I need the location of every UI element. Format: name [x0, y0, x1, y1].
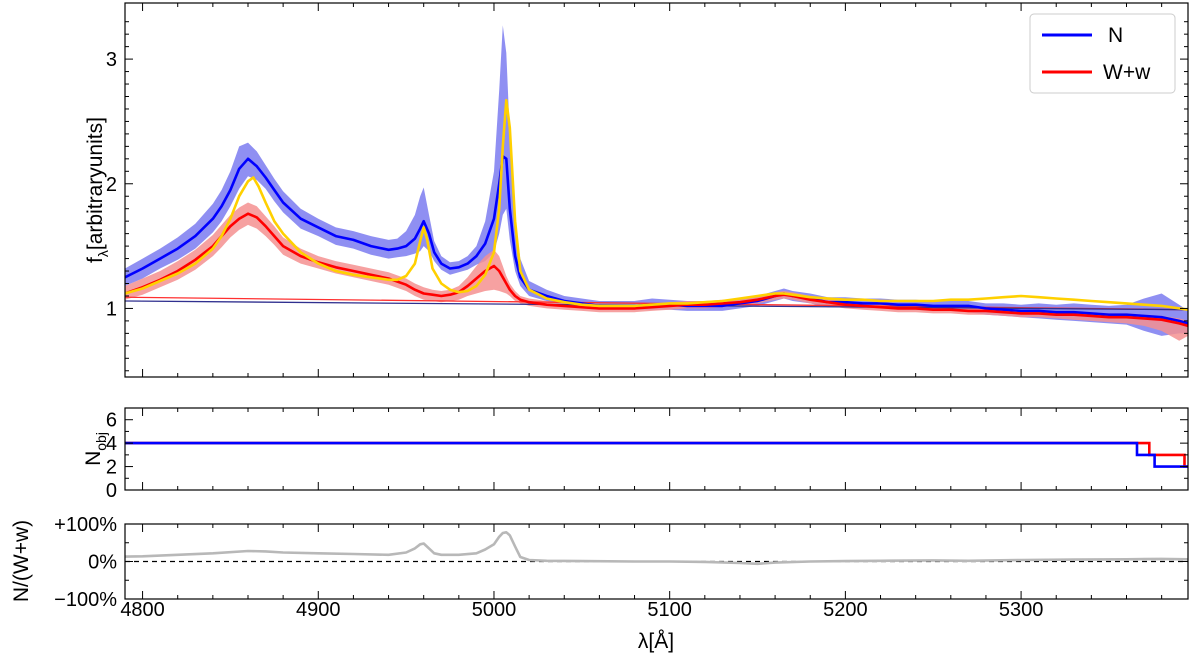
x-tick-label: 5300 [999, 599, 1044, 621]
legend: N W+w [1029, 13, 1176, 94]
count-step-w-w [125, 441, 1188, 468]
series-line-w-w [125, 212, 1188, 328]
legend-label-ww: W+w [1103, 61, 1151, 84]
spectrum-frame [124, 2, 1189, 378]
y-tick-label: 4 [106, 433, 117, 455]
legend-label-n: N [1108, 24, 1123, 47]
ratio-ticks: −100% 0% +100% 4800 4900 5000 5100 5200 5300 [54, 514, 1188, 621]
series-line-series-2 [125, 98, 1188, 311]
x-tick-label: 5100 [647, 599, 692, 621]
x-tick-label: 4800 [120, 599, 165, 621]
spectrum-ticks: 1 2 3 [106, 3, 1188, 377]
ratio-frame [124, 523, 1189, 600]
count-y-label: Nobj [82, 432, 109, 466]
band-n [125, 25, 1188, 336]
y-tick-label: −100% [54, 589, 117, 611]
count-frame [124, 407, 1189, 491]
spectrum-bands [125, 25, 1188, 341]
ratio-panel: −100% 0% +100% 4800 4900 5000 5100 5200 5300 N/(… [10, 514, 1189, 653]
spectrum-lines [125, 98, 1188, 328]
band-w-w [125, 202, 1188, 341]
x-axis-label: λ[Å] [638, 630, 674, 653]
y-tick-label: 0 [106, 480, 117, 502]
y-tick-label: 0% [88, 552, 117, 574]
y-tick-label: 2 [106, 457, 117, 479]
x-tick-label: 5200 [823, 599, 868, 621]
series-line-n [125, 155, 1188, 325]
ratio-lines [125, 530, 1188, 566]
spectrum-y-label: fλ[arbitraryunits] [84, 117, 111, 263]
ratio-line-0 [125, 530, 1188, 566]
y-tick-label: 2 [106, 174, 117, 196]
ratio-y-label: N/(W+w) [10, 520, 33, 602]
y-tick-label: +100% [54, 514, 117, 536]
y-tick-label: 6 [106, 410, 117, 432]
count-lines [125, 441, 1188, 468]
count-step-n [125, 441, 1188, 468]
y-tick-label: 1 [106, 298, 117, 320]
x-tick-label: 4900 [296, 599, 341, 621]
y-tick-label: 3 [106, 49, 117, 71]
x-tick-label: 5000 [472, 599, 517, 621]
spectrum-panel: 1 2 3 N W+w fλ[arbitraryunits] [84, 2, 1189, 378]
